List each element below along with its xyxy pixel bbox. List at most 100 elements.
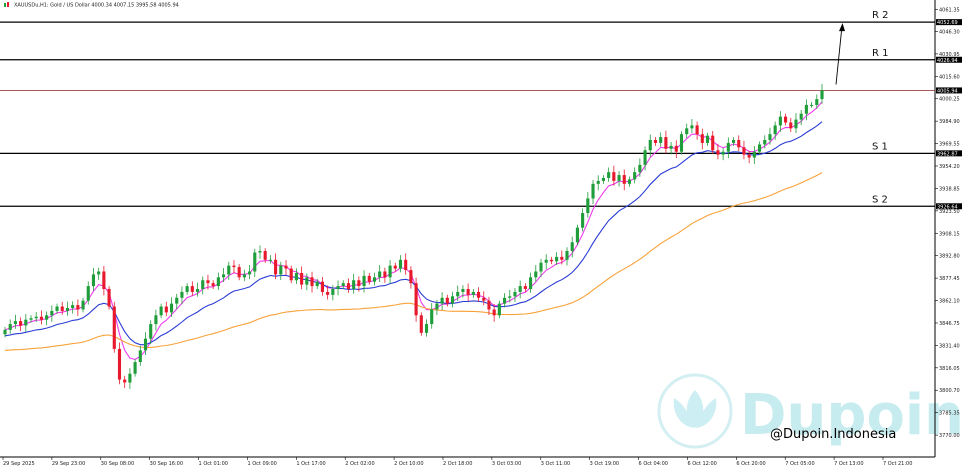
candle xyxy=(653,137,658,146)
candle xyxy=(143,332,148,356)
candle-body xyxy=(133,362,137,374)
candle-body xyxy=(560,256,564,260)
level-price-tag-text: 3926.64 xyxy=(937,204,958,210)
candle-body xyxy=(216,277,220,287)
candle-body xyxy=(159,306,163,316)
candle-body xyxy=(487,300,491,310)
candle-body xyxy=(326,291,330,295)
candle xyxy=(456,285,460,301)
candle xyxy=(591,180,595,204)
x-tick-label: 7 Oct 05:00 xyxy=(785,461,814,467)
candle xyxy=(638,158,642,177)
candle-body xyxy=(581,213,585,228)
candle-body xyxy=(320,281,324,292)
candle-body xyxy=(773,125,777,135)
candle xyxy=(784,113,788,126)
x-tick-label: 3 Oct 19:00 xyxy=(590,461,619,467)
candle-body xyxy=(310,277,314,287)
candle xyxy=(326,285,330,300)
watermark-logo-leaf-right xyxy=(696,398,717,428)
candle-body xyxy=(523,286,527,290)
candle xyxy=(248,265,252,280)
candle xyxy=(705,132,710,146)
candle xyxy=(404,253,408,275)
candle xyxy=(315,278,319,290)
candle xyxy=(518,280,522,299)
candle xyxy=(617,171,621,187)
candle xyxy=(45,311,49,326)
candle-body xyxy=(274,259,278,275)
candle-body xyxy=(8,324,12,330)
candle xyxy=(622,169,626,191)
y-tick-label: 3923.50 xyxy=(939,209,960,215)
candle-body xyxy=(195,289,200,292)
candle-body xyxy=(268,259,272,261)
candle xyxy=(450,291,455,308)
level-price-tag-text: 3962.87 xyxy=(937,151,958,157)
candle-body xyxy=(638,164,642,173)
candle-body xyxy=(65,308,70,311)
candle xyxy=(8,319,12,334)
candle xyxy=(721,147,725,161)
candle xyxy=(175,293,179,310)
level-label: S 1 xyxy=(872,141,888,152)
ma-mid-line xyxy=(4,121,823,346)
candle-body xyxy=(778,116,782,126)
candle xyxy=(695,121,699,140)
moving-averages xyxy=(4,101,823,360)
candle-body xyxy=(112,306,116,349)
axis-labels: 4061.35 4046.30 4030.95 4015.60 4000.25 3984.… xyxy=(3,7,960,467)
x-tick-label: 3 Oct 11:00 xyxy=(541,461,570,467)
y-tick-label: 4061.35 xyxy=(939,7,960,13)
candle xyxy=(539,258,543,278)
candle xyxy=(138,345,142,366)
candle xyxy=(336,280,340,296)
candle xyxy=(664,130,668,154)
candle-body xyxy=(503,297,507,304)
candle xyxy=(815,94,819,109)
candle xyxy=(810,102,814,108)
candle-body xyxy=(123,379,127,383)
y-tick-label: 4015.60 xyxy=(939,74,960,80)
candle xyxy=(367,272,371,285)
y-tick-label: 3862.10 xyxy=(939,299,960,305)
candle xyxy=(737,135,741,152)
candle-body xyxy=(742,147,746,155)
x-tick-label: 1 Oct 17:00 xyxy=(296,461,325,467)
candle xyxy=(414,277,418,322)
candle-body xyxy=(237,267,241,278)
x-tick-label: 6 Oct 20:00 xyxy=(736,461,765,467)
candle-body xyxy=(341,283,345,287)
candle-body xyxy=(315,281,319,287)
y-tick-label: 3892.80 xyxy=(939,254,960,260)
candle xyxy=(284,260,288,275)
candle xyxy=(24,314,28,332)
candle xyxy=(742,140,746,160)
candle xyxy=(445,294,449,307)
candle-body xyxy=(789,122,793,129)
candle-body xyxy=(612,172,616,181)
level-label: R 1 xyxy=(872,48,889,59)
candle xyxy=(211,280,215,290)
candle-body xyxy=(201,280,205,290)
candle xyxy=(643,146,647,171)
candle-body xyxy=(549,259,553,262)
support-resistance-levels: R 2 4052.69 R 1 4026.94 S 1 3962.87 S 2 3926.64… xyxy=(0,10,962,210)
x-tick-label: 2 Oct 02:00 xyxy=(345,461,374,467)
candle-body xyxy=(383,271,387,278)
candle xyxy=(263,248,267,263)
candle xyxy=(471,289,475,298)
candle xyxy=(607,167,611,182)
candle-body xyxy=(456,291,460,297)
candle xyxy=(711,130,715,155)
candle-body xyxy=(810,104,814,106)
candle-body xyxy=(768,134,772,141)
candle xyxy=(97,267,101,280)
candle-body xyxy=(804,104,808,114)
candle xyxy=(612,165,616,186)
candle xyxy=(29,315,33,323)
candle xyxy=(482,291,486,306)
candle-body xyxy=(128,373,132,383)
level-price-tag xyxy=(936,203,962,210)
